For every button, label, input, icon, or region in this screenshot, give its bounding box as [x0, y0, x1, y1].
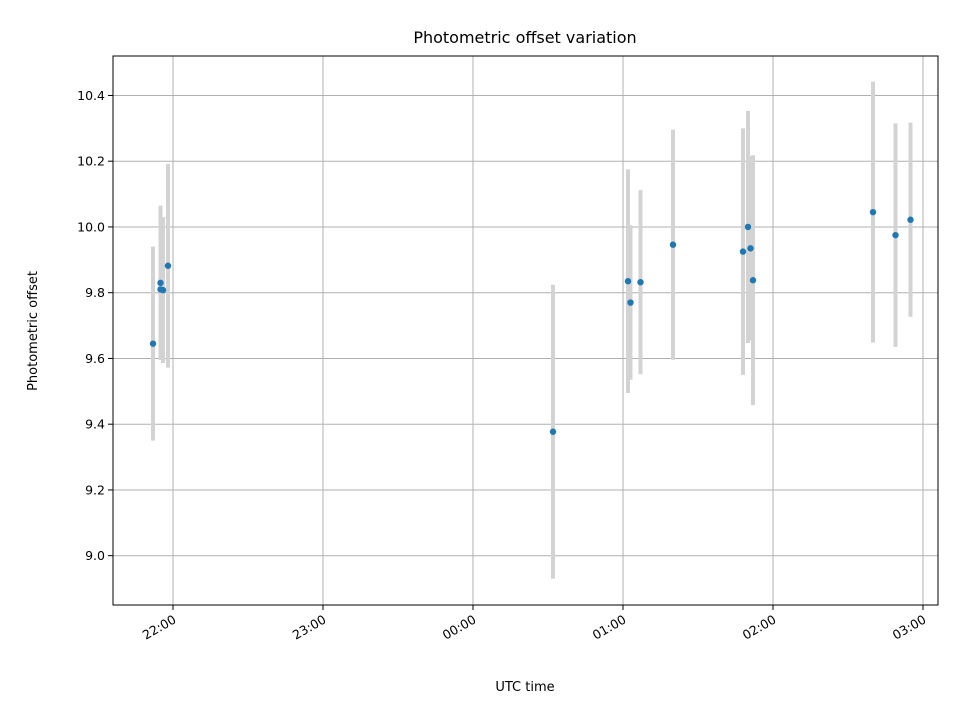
- data-point: [869, 208, 877, 216]
- y-tick-label: 10.2: [77, 154, 105, 169]
- y-tick-label: 9.0: [85, 548, 105, 563]
- chart-title: Photometric offset variation: [413, 28, 636, 47]
- grid: [113, 56, 938, 605]
- data-point: [549, 428, 557, 435]
- x-tick-label: 23:00: [290, 612, 329, 643]
- data-point: [669, 241, 677, 248]
- data-point: [164, 262, 172, 269]
- y-axis-ticks: 9.0 9.2 9.4 9.6 9.8 10.0 10.2 10.4: [77, 88, 113, 563]
- y-tick-label: 9.6: [85, 351, 105, 366]
- data-point: [892, 231, 899, 239]
- y-tick-label: 10.4: [77, 88, 105, 103]
- x-tick-label: 02:00: [740, 612, 779, 643]
- x-axis-ticks: 22:00 23:00 00:00 01:00 02:00 03:00: [140, 605, 929, 643]
- data-point: [627, 299, 634, 306]
- data-point: [907, 216, 914, 223]
- data-point: [744, 223, 752, 231]
- data-point: [149, 340, 157, 347]
- plot-frame: [112, 55, 939, 606]
- data-points: [149, 208, 914, 435]
- x-tick-label: 03:00: [890, 612, 929, 643]
- data-point: [739, 248, 747, 255]
- x-tick-label: 22:00: [140, 612, 179, 643]
- x-axis-label: UTC time: [495, 680, 554, 695]
- y-tick-label: 9.4: [85, 417, 105, 432]
- y-axis-label: Photometric offset: [26, 271, 41, 391]
- y-tick-label: 9.2: [85, 482, 105, 497]
- x-tick-label: 01:00: [590, 612, 629, 643]
- data-point: [624, 277, 632, 285]
- x-tick-label: 00:00: [440, 612, 479, 643]
- y-tick-label: 9.8: [85, 285, 105, 300]
- data-point: [747, 245, 754, 252]
- data-point: [637, 278, 644, 286]
- data-point: [749, 277, 757, 284]
- y-tick-label: 10.0: [77, 219, 105, 234]
- error-bars: [151, 81, 913, 579]
- data-point: [157, 279, 164, 287]
- data-point: [159, 286, 167, 294]
